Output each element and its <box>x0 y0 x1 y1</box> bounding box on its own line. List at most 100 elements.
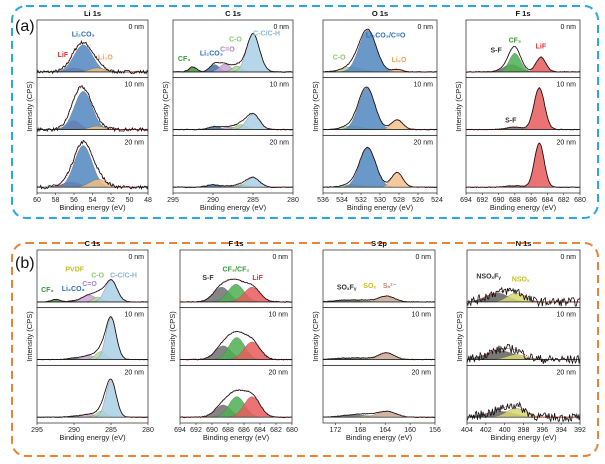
spectrum-20-nm <box>322 410 436 419</box>
fit-envelope <box>467 289 580 303</box>
x-tick-label: 532 <box>355 197 367 204</box>
depth-label: 10 nm <box>414 82 434 89</box>
peak-annotation: C-C/C-H <box>110 272 137 279</box>
x-tick-label: 168 <box>354 427 366 434</box>
depth-label: 10 nm <box>412 312 432 319</box>
x-tick-label: 688 <box>509 197 521 204</box>
fit-envelope <box>173 112 293 131</box>
x-tick-label: 156 <box>429 427 441 434</box>
x-tick-label: 692 <box>190 427 202 434</box>
component-peak <box>465 87 581 130</box>
panel-title: F 1s <box>228 239 243 248</box>
component-peak <box>322 87 438 130</box>
depth-label: 0 nm <box>417 24 433 31</box>
component-peak <box>179 396 293 418</box>
x-tick-label: 48 <box>144 197 152 204</box>
raw-data-line <box>172 176 294 189</box>
spectrum-10-nm <box>172 112 294 131</box>
raw-data-line <box>322 28 438 73</box>
xps-panel-b-s-2p: S 2p 0 nm SOₓFᵧ SOₓ Sₙ²⁻ 10 nm 20 nm 172 168 164 1… <box>311 239 441 442</box>
y-axis-title: Intensity (CPS) <box>311 311 320 362</box>
peak-annotation: Li₂CO₃ <box>62 286 85 293</box>
depth-label: 20 nm <box>414 139 434 146</box>
x-axis-title: Binding energy (eV) <box>59 433 126 442</box>
x-axis-title: Binding energy (eV) <box>490 203 557 212</box>
peak-annotation: C-O <box>91 272 104 279</box>
raw-data-line <box>466 343 581 365</box>
fit-envelope <box>37 378 148 418</box>
depth-label: 10 nm <box>125 82 145 89</box>
x-axis-title: Binding energy (eV) <box>59 203 126 212</box>
x-tick-label: 392 <box>574 427 586 434</box>
x-tick-label: 398 <box>518 427 530 434</box>
x-tick-label: 280 <box>142 427 154 434</box>
x-axis-title: Binding energy (eV) <box>490 433 557 442</box>
raw-data-line <box>179 389 293 419</box>
x-tick-label: 160 <box>404 427 416 434</box>
x-tick-label: 52 <box>107 197 115 204</box>
peak-annotation: C=O <box>220 46 235 53</box>
panel-title: C 1s <box>225 9 241 18</box>
x-tick-label: 682 <box>558 197 570 204</box>
spectrum-10-nm <box>465 86 581 131</box>
x-tick-label: 400 <box>499 427 511 434</box>
raw-data-line <box>172 112 294 131</box>
x-tick-label: 394 <box>555 427 567 434</box>
spectrum-0-nm <box>36 279 149 303</box>
peak-annotation: Sₙ²⁻ <box>383 283 397 290</box>
raw-data-line <box>322 352 436 361</box>
x-tick-label: 690 <box>493 197 505 204</box>
subpanel-frame <box>465 134 581 194</box>
spectrum-20-nm <box>36 378 149 418</box>
component-peak <box>36 91 149 130</box>
peak-annotation: SOₓFᵧ <box>337 285 357 292</box>
y-axis-title: Intensity (CPS) <box>25 81 34 132</box>
depth-label: 0 nm <box>560 24 576 31</box>
depth-label: 0 nm <box>272 254 288 261</box>
x-tick-label: 396 <box>536 427 548 434</box>
raw-data-line <box>179 278 293 303</box>
depth-label: 0 nm <box>128 24 144 31</box>
depth-label: 20 nm <box>269 369 289 376</box>
x-axis-title: Binding energy (eV) <box>200 203 267 212</box>
panel-title: C 1s <box>85 239 101 248</box>
x-tick-label: 692 <box>476 197 488 204</box>
x-tick-label: 285 <box>105 427 117 434</box>
x-tick-label: 402 <box>480 427 492 434</box>
x-tick-label: 60 <box>33 197 41 204</box>
spectrum-0-nm <box>322 295 436 303</box>
spectrum-0-nm <box>322 28 438 73</box>
peak-annotation: Li₂CO₃ <box>72 32 95 39</box>
peak-annotation: C=O <box>82 281 97 288</box>
spectrum-20-nm <box>36 139 149 190</box>
component-peak <box>36 380 149 418</box>
raw-data-line <box>36 378 149 418</box>
x-tick-label: 526 <box>412 197 424 204</box>
peak-annotation: CF₃ <box>509 37 522 44</box>
peak-annotation: LiF <box>252 275 263 282</box>
component-peak <box>465 142 581 188</box>
raw-data-line <box>36 279 149 303</box>
raw-data-line <box>36 139 149 190</box>
group-b-label: (b) <box>15 255 35 272</box>
x-axis-title: Binding energy (eV) <box>203 433 270 442</box>
raw-data-line <box>322 295 436 303</box>
depth-label: 20 nm <box>270 139 290 146</box>
raw-data-line <box>322 146 438 189</box>
subpanel-frame <box>179 364 293 424</box>
x-tick-label: 58 <box>52 197 60 204</box>
x-tick-label: 528 <box>393 197 405 204</box>
component-peak <box>37 44 148 73</box>
peak-annotation: SOₓ <box>363 283 376 290</box>
depth-label: 20 nm <box>125 139 145 146</box>
x-tick-label: 690 <box>206 427 218 434</box>
spectrum-0-nm <box>466 286 581 308</box>
x-tick-label: 684 <box>254 427 266 434</box>
spectrum-20-nm <box>466 401 581 423</box>
depth-label: 10 nm <box>270 82 290 89</box>
depth-label: 10 nm <box>557 312 577 319</box>
component-peak <box>179 337 293 360</box>
y-axis-title: Intensity (CPS) <box>25 311 34 362</box>
